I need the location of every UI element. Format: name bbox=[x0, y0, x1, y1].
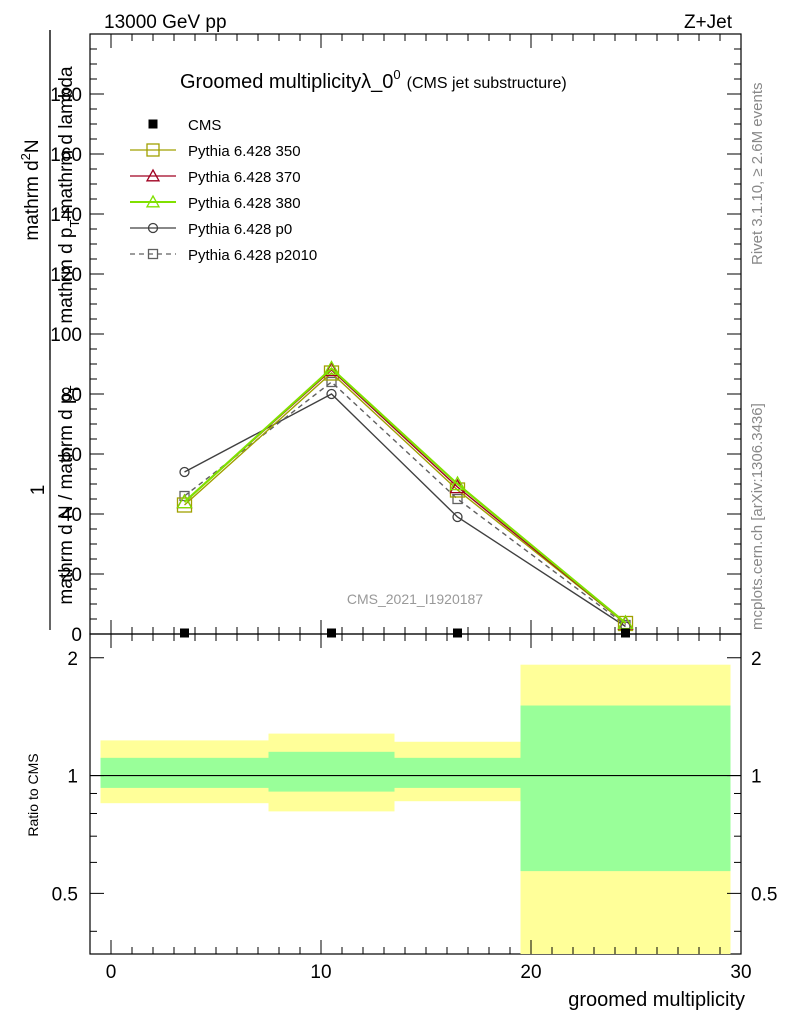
y-tick-label: 140 bbox=[50, 205, 82, 226]
p380-marker bbox=[323, 360, 340, 375]
y-label-numer: 1 bbox=[28, 485, 49, 496]
p2010-marker bbox=[179, 490, 190, 502]
y-tick-label: 120 bbox=[50, 265, 82, 286]
y-label-inner-numer: mathrm d2N bbox=[18, 139, 43, 240]
p0-line bbox=[184, 393, 626, 628]
legend-label-p2010: Pythia 6.428 p2010 bbox=[188, 247, 317, 264]
p380-line bbox=[183, 367, 627, 624]
y-tick-label: 80 bbox=[61, 385, 82, 406]
plot-title-main: Groomed multiplicityλ_0 bbox=[180, 71, 393, 93]
ratio-inner-band bbox=[520, 705, 731, 872]
legend: CMS Pythia 6.428 350 Pythia 6.428 370 Pythi… bbox=[130, 117, 317, 264]
series-layer bbox=[176, 360, 634, 638]
ratio-y-tick-label-right: 2 bbox=[751, 649, 762, 670]
ratio-y-axis-label: Ratio to CMS bbox=[25, 753, 41, 836]
p370-marker bbox=[145, 168, 161, 182]
y-label-inner-denom: mathrm d pT mathrm d lambda bbox=[56, 66, 82, 324]
p0-marker bbox=[452, 511, 463, 523]
plot-title-sup: 0 bbox=[393, 67, 400, 82]
ratio-y-tick-label: 0.5 bbox=[52, 884, 78, 905]
p370-line bbox=[184, 369, 626, 625]
cms-data-point bbox=[148, 119, 158, 129]
p380-marker bbox=[145, 194, 161, 208]
y-tick-label: 20 bbox=[61, 565, 82, 586]
cms-data-point bbox=[180, 628, 189, 638]
legend-label-p380: Pythia 6.428 380 bbox=[188, 195, 301, 212]
cms-data-point bbox=[327, 628, 336, 638]
p0-marker bbox=[147, 222, 159, 234]
p350-marker bbox=[146, 143, 160, 157]
x-tick-label: 10 bbox=[310, 962, 331, 983]
legend-label-cms: CMS bbox=[188, 117, 221, 134]
p2010-line bbox=[184, 381, 626, 626]
rivet-version-label: Rivet 3.1.10, ≥ 2.6M events bbox=[749, 83, 766, 266]
cms-data-point bbox=[621, 628, 630, 638]
y-axis-label: 1 mathrm d N / mathrm d pT mathrm d2N ma… bbox=[18, 30, 82, 630]
ratio-inner-band bbox=[394, 757, 521, 788]
y-tick-label: 100 bbox=[50, 325, 82, 346]
ratio-inner-band bbox=[100, 757, 269, 788]
y-tick-label: 180 bbox=[50, 85, 82, 106]
lower-axes: 0 10 20 30 0.5 0.5 1 1 2 2 bbox=[52, 34, 777, 983]
x-axis-label: groomed multiplicity bbox=[568, 989, 745, 1011]
x-tick-label: 20 bbox=[520, 962, 541, 983]
legend-label-p0: Pythia 6.428 p0 bbox=[188, 221, 292, 238]
upper-axes: 0 20 40 60 80 100 120 140 160 180 bbox=[50, 48, 741, 646]
y-tick-label: 60 bbox=[61, 445, 82, 466]
header-energy-label: 13000 GeV pp bbox=[104, 12, 227, 33]
cms-data-point bbox=[453, 628, 462, 638]
p380-marker bbox=[449, 475, 466, 491]
p2010-marker bbox=[452, 493, 463, 505]
p2010-marker bbox=[326, 376, 337, 388]
p370-marker bbox=[323, 361, 340, 377]
p380-marker bbox=[176, 493, 193, 509]
ratio-bands bbox=[90, 664, 741, 954]
legend-label-p350: Pythia 6.428 350 bbox=[188, 143, 301, 160]
plot-subtitle: (CMS jet substructure) bbox=[407, 75, 567, 92]
x-tick-label: 0 bbox=[106, 962, 117, 983]
y-tick-label: 40 bbox=[61, 505, 82, 526]
p2010-marker bbox=[147, 248, 159, 260]
mcplots-label: mcplots.cern.ch [arXiv:1306.3436] bbox=[749, 403, 766, 630]
header-process-label: Z+Jet bbox=[684, 12, 733, 33]
ratio-y-tick-label: 2 bbox=[67, 649, 78, 670]
legend-label-p370: Pythia 6.428 370 bbox=[188, 169, 301, 186]
y-label-denom: mathrm d N / mathrm d pT bbox=[56, 385, 82, 604]
ratio-plot-frame bbox=[89, 633, 742, 955]
analysis-watermark: CMS_2021_I1920187 bbox=[347, 591, 483, 607]
ratio-y-tick-label: 1 bbox=[67, 767, 78, 788]
ratio-y-tick-label-right: 0.5 bbox=[751, 884, 777, 905]
ratio-y-tick-label-right: 1 bbox=[751, 767, 762, 788]
p0-marker bbox=[179, 466, 190, 478]
p350-marker bbox=[176, 497, 193, 513]
p350-line bbox=[184, 372, 626, 625]
y-tick-label: 0 bbox=[71, 625, 82, 646]
plot-title: Groomed multiplicityλ_00 (CMS jet substru… bbox=[180, 67, 567, 93]
p0-marker bbox=[326, 388, 337, 400]
ratio-inner-band bbox=[268, 751, 395, 792]
y-tick-label: 160 bbox=[50, 145, 82, 166]
x-tick-label: 30 bbox=[730, 962, 751, 983]
